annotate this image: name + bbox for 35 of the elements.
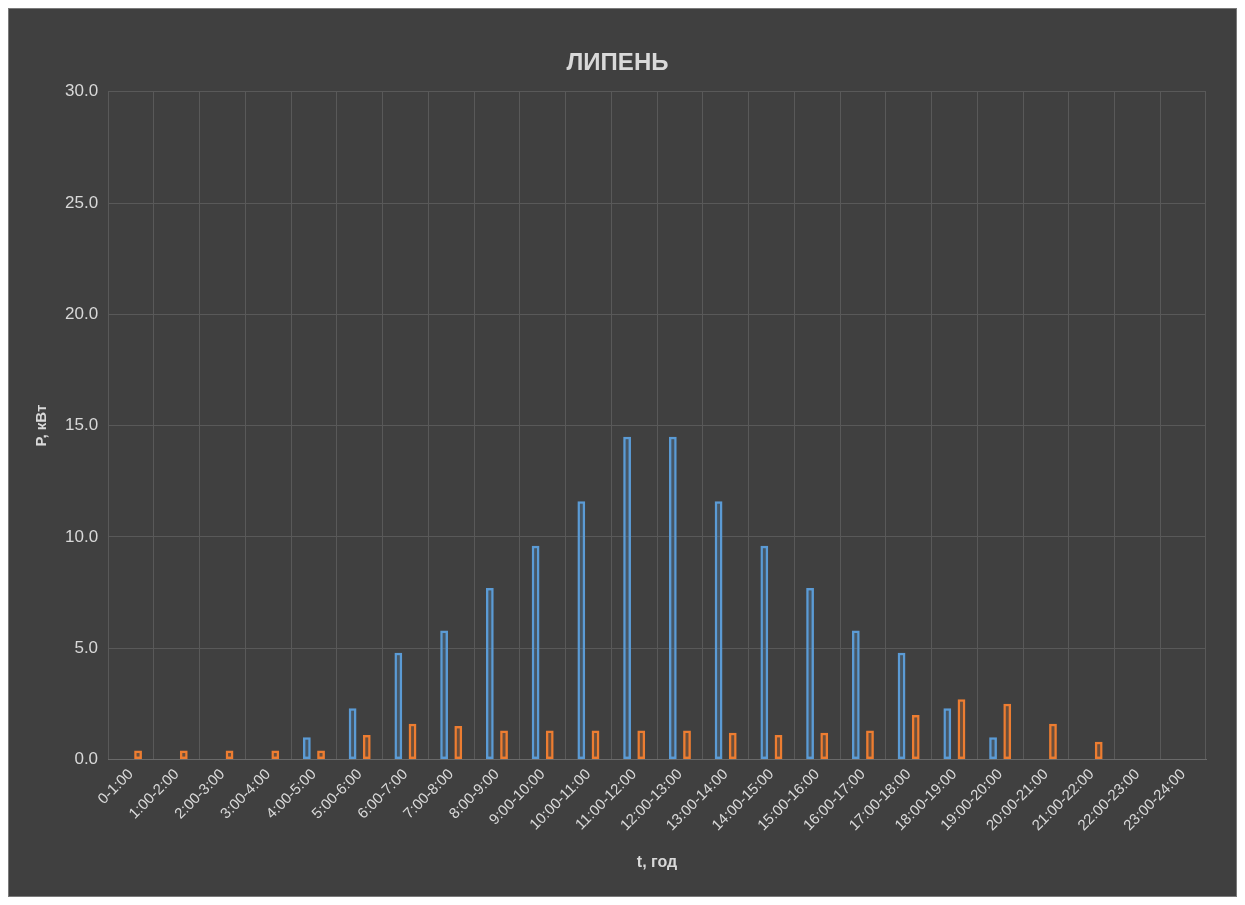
bar	[577, 501, 586, 759]
bar	[851, 630, 860, 759]
bar	[394, 652, 403, 759]
y-tick-label: 30.0	[64, 81, 99, 101]
bar	[714, 501, 723, 759]
bar	[348, 708, 357, 759]
bar	[545, 730, 554, 759]
bar	[668, 436, 677, 759]
y-tick-label: 10.0	[64, 526, 99, 546]
y-axis-title: P, кВт	[32, 404, 50, 447]
y-tick-label: 20.0	[64, 304, 99, 324]
y-tick-label: 25.0	[64, 192, 99, 212]
x-axis-title: t, год	[636, 852, 678, 870]
bar	[774, 734, 783, 759]
bar	[1094, 741, 1103, 759]
bar	[454, 726, 463, 759]
bar	[728, 732, 737, 759]
y-tick-label: 0.0	[74, 749, 99, 769]
bar	[591, 730, 600, 759]
bar	[637, 730, 646, 759]
bar	[760, 545, 769, 759]
y-tick-label: 5.0	[74, 637, 99, 657]
bar	[957, 699, 966, 759]
bar	[911, 714, 920, 759]
chart-title: ЛИПЕНЬ	[566, 48, 669, 76]
bar	[820, 732, 829, 759]
bar	[362, 734, 371, 759]
bar	[408, 723, 417, 759]
bar	[485, 588, 494, 759]
bar	[897, 652, 906, 759]
y-tick-label: 15.0	[64, 415, 99, 435]
bar	[302, 737, 311, 759]
bar	[531, 545, 540, 759]
bar	[1003, 703, 1012, 759]
bar	[943, 708, 952, 759]
